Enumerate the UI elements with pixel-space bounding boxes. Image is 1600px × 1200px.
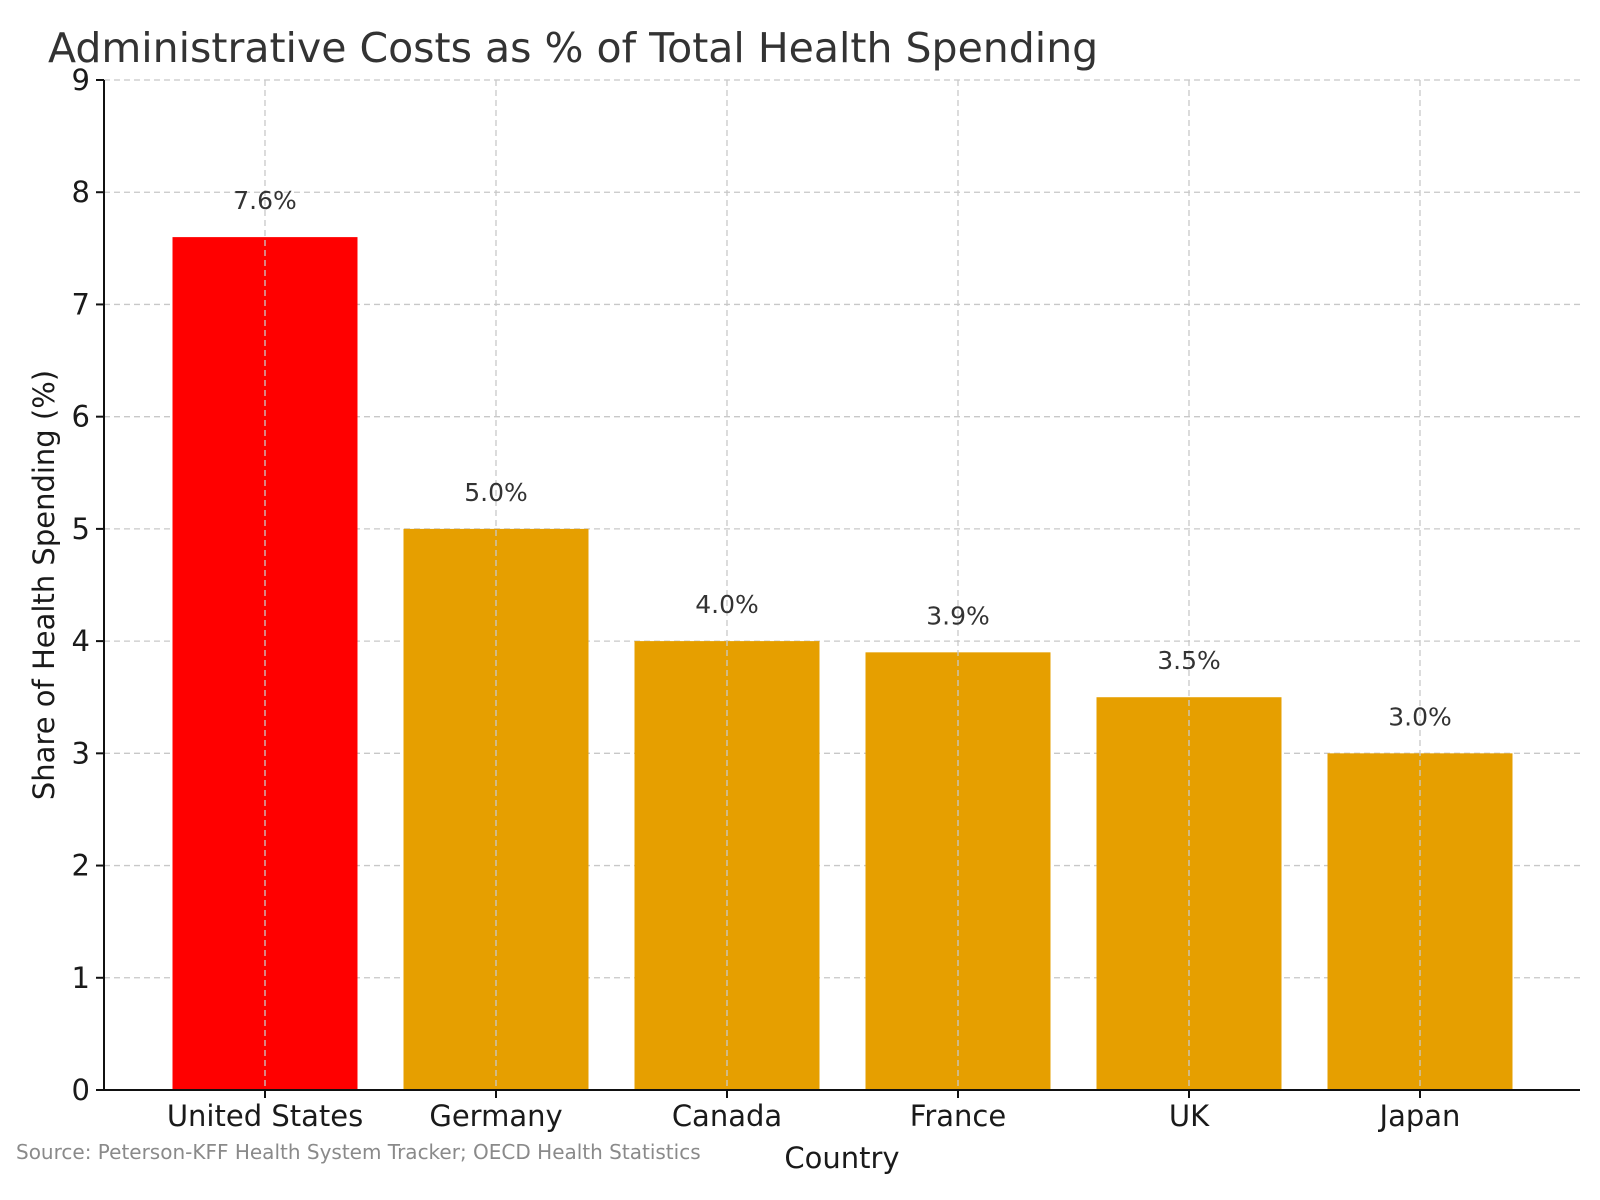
data-label: 3.5% — [1157, 646, 1221, 675]
x-tick-label: United States — [167, 1099, 363, 1133]
y-tick-label: 3 — [72, 736, 90, 770]
x-axis-label: Country — [784, 1141, 899, 1175]
x-tick-label: Japan — [1378, 1099, 1461, 1133]
y-axis-label: Share of Health Spending (%) — [27, 370, 61, 800]
y-tick-label: 4 — [72, 624, 90, 658]
data-label: 4.0% — [695, 590, 759, 619]
data-label: 3.0% — [1388, 702, 1452, 731]
data-label: 7.6% — [233, 186, 297, 215]
y-tick-label: 5 — [72, 512, 90, 546]
x-tick-label: Germany — [429, 1099, 562, 1133]
y-tick-label: 1 — [72, 961, 90, 995]
source-note: Source: Peterson-KFF Health System Track… — [16, 1140, 701, 1164]
x-tick-label: UK — [1169, 1099, 1210, 1133]
y-tick-label: 8 — [72, 175, 90, 209]
x-tick-label: France — [910, 1099, 1006, 1133]
y-tick-label: 0 — [72, 1073, 90, 1107]
y-tick-label: 6 — [72, 400, 90, 434]
y-tick-label: 2 — [72, 849, 90, 883]
y-tick-label: 7 — [72, 287, 90, 321]
data-label: 5.0% — [464, 478, 528, 507]
data-label: 3.9% — [926, 601, 990, 630]
chart-title: Administrative Costs as % of Total Healt… — [48, 24, 1098, 72]
y-tick-label: 9 — [72, 63, 90, 97]
x-tick-label: Canada — [672, 1099, 782, 1133]
